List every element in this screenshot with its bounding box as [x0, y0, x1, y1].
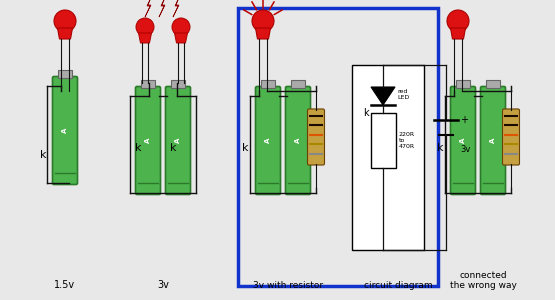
FancyBboxPatch shape [285, 86, 310, 194]
Text: k: k [170, 143, 176, 153]
FancyBboxPatch shape [255, 86, 280, 194]
Text: k: k [40, 150, 46, 160]
Bar [456, 80, 470, 88]
Polygon shape [451, 28, 466, 39]
FancyBboxPatch shape [307, 109, 325, 165]
Text: 1.5v: 1.5v [54, 280, 75, 290]
Text: A: A [490, 138, 496, 143]
Bar [238, 8, 438, 286]
Text: +: + [460, 115, 468, 125]
FancyBboxPatch shape [135, 86, 160, 194]
Bar [261, 80, 275, 88]
Bar [486, 80, 500, 88]
Text: A: A [265, 138, 271, 143]
Text: red
LED: red LED [397, 89, 409, 100]
Text: k: k [437, 143, 443, 153]
Text: connected
the wrong way: connected the wrong way [450, 271, 517, 290]
FancyBboxPatch shape [481, 86, 506, 194]
FancyBboxPatch shape [502, 109, 519, 165]
Text: k: k [364, 108, 369, 118]
Text: 3v: 3v [460, 146, 471, 154]
Text: k: k [135, 143, 142, 153]
Text: circuit diagram: circuit diagram [364, 281, 432, 290]
Polygon shape [159, 0, 167, 17]
Polygon shape [371, 87, 395, 105]
Circle shape [136, 18, 154, 36]
Text: 3v: 3v [157, 280, 169, 290]
FancyBboxPatch shape [451, 86, 476, 194]
Text: 220R
to
470R: 220R to 470R [398, 132, 415, 149]
Circle shape [172, 18, 190, 36]
Circle shape [252, 10, 274, 32]
Text: A: A [145, 138, 151, 143]
Polygon shape [173, 0, 181, 17]
Text: A: A [175, 138, 181, 143]
Text: A: A [460, 138, 466, 143]
Bar [171, 80, 185, 88]
Bar [371, 113, 396, 168]
FancyBboxPatch shape [165, 86, 190, 194]
Circle shape [447, 10, 469, 32]
Polygon shape [255, 28, 270, 39]
Polygon shape [145, 0, 153, 17]
FancyBboxPatch shape [53, 76, 78, 184]
Bar [291, 80, 305, 88]
Bar [58, 70, 72, 78]
Polygon shape [58, 28, 73, 39]
Text: A: A [62, 128, 68, 133]
Text: A: A [295, 138, 301, 143]
Polygon shape [139, 33, 152, 43]
Text: 3v with resistor: 3v with resistor [253, 281, 323, 290]
Bar [352, 65, 424, 250]
Text: k: k [242, 143, 248, 153]
Circle shape [54, 10, 76, 32]
Polygon shape [174, 33, 188, 43]
Bar [141, 80, 155, 88]
